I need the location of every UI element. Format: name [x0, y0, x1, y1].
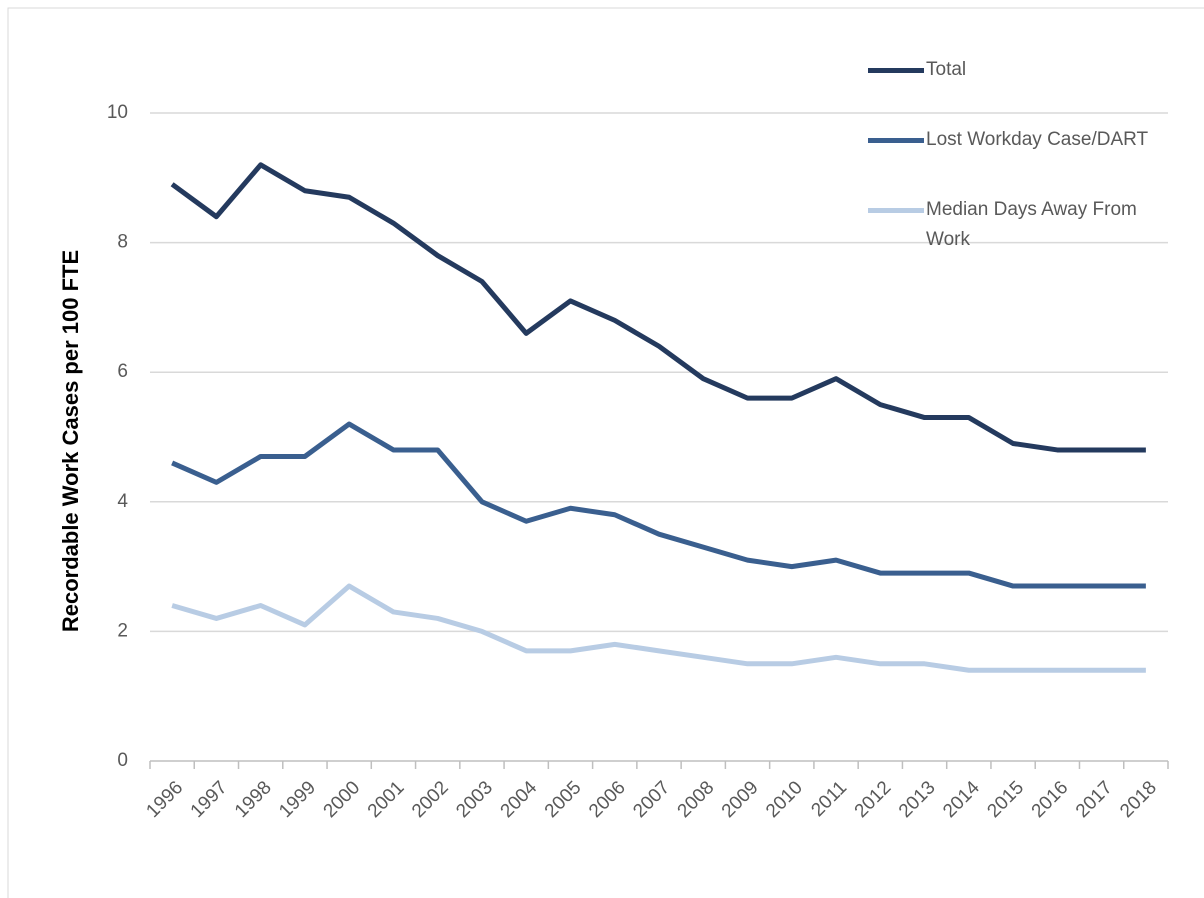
legend-swatch	[868, 68, 924, 73]
y-tick-label: 6	[117, 361, 128, 382]
x-tick-label: 2006	[585, 777, 630, 822]
x-tick-label: 2018	[1116, 777, 1161, 822]
x-tick-label: 1996	[142, 777, 187, 822]
series-line	[171, 583, 1146, 673]
x-tick-label: 2008	[674, 777, 719, 822]
legend-label: Lost Workday Case/DART	[926, 129, 1149, 150]
series-line	[170, 162, 1146, 453]
x-tick-label: 2001	[364, 777, 409, 822]
legend-swatch	[868, 208, 924, 213]
legend-item: Lost Workday Case/DART	[868, 125, 1168, 155]
x-tick-label: 1999	[275, 777, 320, 822]
x-tick-label: 2000	[320, 777, 365, 822]
x-tick-label: 2011	[807, 777, 851, 821]
x-tick-label: 2010	[762, 777, 807, 822]
x-tick-label: 2005	[541, 777, 586, 822]
y-tick-label: 8	[117, 232, 128, 253]
y-tick-label: 4	[117, 491, 128, 512]
x-tick-label: 1997	[187, 777, 232, 822]
x-tick-label: 2003	[452, 777, 497, 822]
x-tick-label: 2012	[851, 777, 896, 822]
x-tick-label: 2004	[497, 777, 542, 822]
legend-label: Total	[926, 59, 967, 80]
x-tick-label: 2015	[983, 777, 1028, 822]
y-tick-label: 2	[117, 620, 128, 641]
x-tick-label: 2014	[939, 777, 984, 822]
x-tick-label: 2002	[408, 777, 453, 822]
x-tick-label: 2016	[1028, 777, 1073, 822]
legend-swatch	[868, 138, 924, 143]
x-tick-label: 2009	[718, 777, 763, 822]
x-tick-label: 2007	[629, 777, 674, 822]
y-tick-label: 10	[107, 102, 128, 123]
series-line	[171, 421, 1146, 589]
y-tick-label: 0	[117, 750, 128, 771]
legend-label: Median Days Away From Work	[926, 199, 1137, 250]
x-tick-label: 2013	[895, 777, 940, 822]
frame	[7, 7, 1204, 898]
y-axis-title: Recordable Work Cases per 100 FTE	[58, 250, 83, 632]
legend-item: Total	[868, 55, 1168, 85]
x-tick-label: 2017	[1072, 777, 1117, 822]
x-tick-label: 1998	[231, 777, 276, 822]
legend-item: Median Days Away From Work	[868, 195, 1168, 255]
